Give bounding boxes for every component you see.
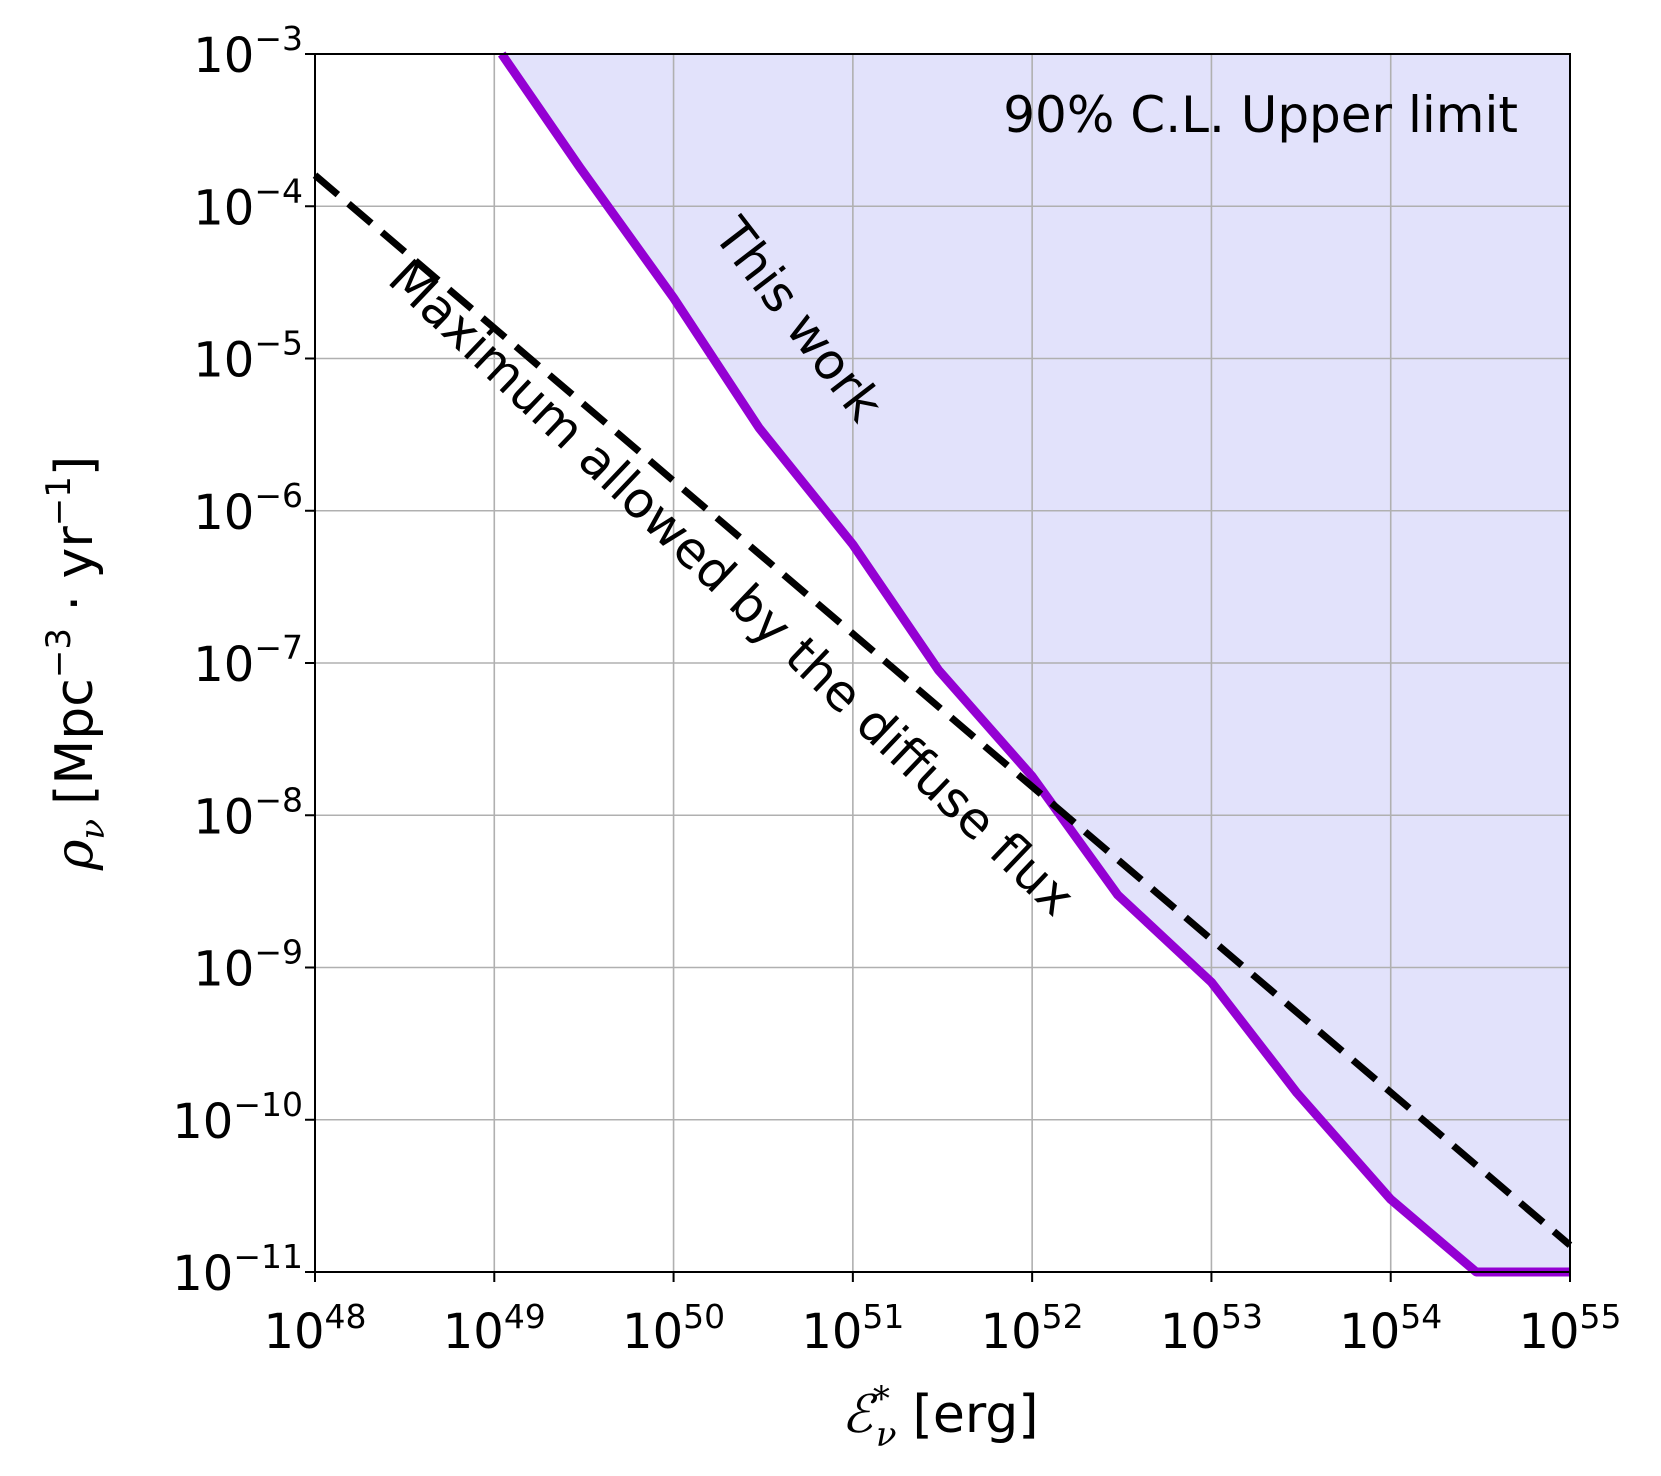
- y-tick-label-3: 10−6: [193, 476, 303, 541]
- y-axis-label-unit-exp2: −1: [39, 476, 79, 526]
- y-tick-label-6: 10−9: [193, 933, 303, 998]
- series-line-diffuse-flux: [312, 172, 1573, 1248]
- x-axis-label-symbol: ℰ: [841, 1385, 877, 1445]
- y-axis-label-unit-mid: · yr: [45, 526, 105, 628]
- annotation-upper-limit: 90% C.L. Upper limit: [1003, 86, 1518, 144]
- x-axis-label-subscript: ν: [876, 1415, 897, 1455]
- y-axis-label-unit-suffix: ]: [45, 456, 105, 476]
- x-axis-label-superscript: *: [873, 1379, 890, 1419]
- x-tick-label-1: 1049: [443, 1297, 546, 1360]
- x-tick-label-4: 1052: [981, 1297, 1084, 1360]
- y-tick-label-2: 10−5: [193, 324, 303, 389]
- y-tick-label-4: 10−7: [193, 628, 303, 693]
- y-axis-label-unit-exp1: −3: [39, 628, 79, 678]
- x-tick-label-0: 1048: [263, 1297, 366, 1360]
- y-axis-label-symbol: ρ: [45, 839, 105, 871]
- y-axis-label: ρν [Mpc−3 · yr−1]: [39, 456, 113, 871]
- x-tick-label-3: 1051: [801, 1297, 904, 1360]
- x-axis-label-unit: [erg]: [913, 1385, 1039, 1445]
- y-axis-label-subscript: ν: [73, 819, 113, 840]
- y-tick-label-0: 10−3: [193, 19, 303, 84]
- x-tick-label-5: 1053: [1160, 1297, 1263, 1360]
- y-tick-label-7: 10−10: [172, 1085, 303, 1150]
- y-tick-label-5: 10−8: [193, 780, 303, 845]
- x-axis-ticks: 1048 1049 1050 1051 1052 1053 1054 1055: [263, 1272, 1622, 1360]
- y-axis-label-unit-prefix: [Mpc: [45, 678, 105, 805]
- x-tick-label-2: 1050: [622, 1297, 725, 1360]
- y-tick-label-1: 10−4: [193, 171, 303, 236]
- x-axis-label: ℰ* ν [erg]: [841, 1379, 1038, 1455]
- y-axis-ticks: 10−3 10−4 10−5 10−6 10−7 10−8 10−9 10−10 10−11: [172, 19, 315, 1302]
- x-tick-label-6: 1054: [1339, 1297, 1442, 1360]
- y-tick-label-8: 10−11: [172, 1237, 303, 1302]
- x-tick-label-7: 1055: [1518, 1297, 1621, 1360]
- series-line-this-work: [498, 51, 1570, 1277]
